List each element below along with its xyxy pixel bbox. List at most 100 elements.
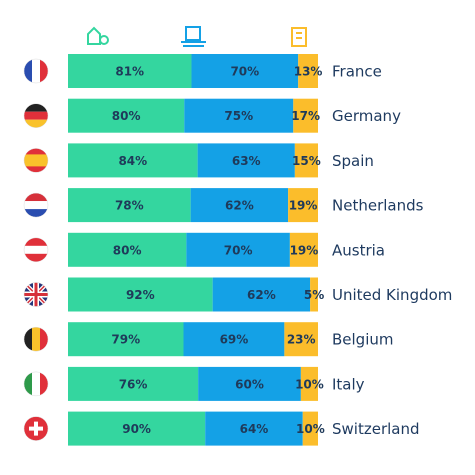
bar-segment — [186, 232, 290, 267]
building-icon — [291, 27, 307, 47]
flag-part — [24, 327, 32, 352]
bar-segment — [197, 143, 295, 178]
flag — [24, 193, 48, 218]
flag-part — [24, 209, 48, 218]
flag-part — [32, 371, 40, 396]
bar-segment — [294, 143, 318, 178]
flag-part — [32, 59, 40, 83]
value-label: 70% — [230, 65, 259, 79]
bar-segment — [68, 98, 185, 133]
country-label: Austria — [332, 241, 385, 259]
bar-segment — [198, 366, 301, 401]
value-label: 90% — [122, 422, 151, 436]
value-label: 63% — [232, 154, 261, 168]
bar-segment — [68, 277, 213, 312]
value-label: 81% — [115, 65, 144, 79]
flag-outline — [23, 237, 49, 263]
flag — [24, 371, 48, 396]
flag-part — [24, 103, 48, 112]
country-label: Germany — [332, 107, 401, 125]
flag-part — [29, 426, 43, 431]
value-label: 75% — [224, 109, 253, 123]
flag-part — [24, 282, 48, 307]
bar-segment — [302, 411, 318, 446]
flag-part — [24, 371, 32, 396]
country-label: Belgium — [332, 331, 394, 349]
bar-segment — [300, 366, 318, 401]
flag-part — [32, 327, 40, 352]
flag-outline — [23, 416, 49, 441]
bar-segment — [205, 411, 303, 446]
flag — [24, 237, 48, 262]
value-label: 13% — [294, 65, 323, 79]
flag — [24, 59, 48, 83]
country-label: Spain — [332, 152, 374, 170]
value-label: 19% — [290, 243, 319, 257]
bar-segment — [293, 98, 318, 133]
value-label: 69% — [220, 333, 249, 347]
header-icons — [87, 26, 307, 47]
value-label: 10% — [295, 377, 324, 391]
value-label: 15% — [292, 154, 321, 168]
value-label: 5% — [304, 288, 324, 302]
energy-icon — [87, 26, 109, 45]
bar-segment — [68, 322, 184, 357]
bar-segment — [68, 54, 192, 88]
flag-part — [24, 201, 48, 210]
bar-segment — [68, 143, 198, 178]
value-label: 60% — [235, 377, 264, 391]
flag-part — [24, 245, 48, 254]
value-label: 17% — [291, 109, 320, 123]
bar-segment — [284, 322, 318, 357]
bar-segment — [183, 322, 285, 357]
value-label: 76% — [119, 377, 148, 391]
flag-part — [40, 59, 48, 83]
country-label: France — [332, 63, 382, 81]
bar-segment — [68, 411, 206, 446]
bar-segment — [191, 54, 299, 88]
bar-segment — [68, 188, 191, 223]
value-label: 10% — [296, 422, 325, 436]
flag-outline — [23, 192, 49, 218]
flag — [24, 103, 48, 128]
flag-part — [40, 371, 48, 396]
country-label: Netherlands — [332, 197, 424, 215]
flag — [24, 416, 48, 441]
flag-part — [24, 111, 48, 120]
flag-outline — [23, 371, 49, 397]
country-label: Italy — [332, 375, 365, 393]
value-label: 92% — [126, 288, 155, 302]
bar-segment — [184, 98, 294, 133]
bar-segment — [289, 232, 318, 267]
value-label: 70% — [224, 243, 253, 257]
flag — [24, 148, 48, 173]
country-label: United Kingdom — [332, 286, 452, 304]
value-label: 79% — [111, 333, 140, 347]
flag-part — [24, 119, 48, 128]
flag-outline — [23, 326, 49, 352]
value-label: 19% — [289, 199, 318, 213]
flag — [24, 282, 48, 307]
value-label: 84% — [118, 154, 147, 168]
bar-segment — [68, 366, 199, 401]
flag-part — [24, 59, 32, 83]
country-label: Switzerland — [332, 420, 420, 438]
flag-outline — [23, 148, 49, 173]
value-label: 23% — [287, 333, 316, 347]
bar-segment — [288, 188, 318, 223]
flag-outline — [23, 103, 49, 128]
value-label: 62% — [225, 199, 254, 213]
flag — [24, 327, 48, 352]
value-label: 78% — [115, 199, 144, 213]
bar-segment — [310, 277, 318, 312]
flag-part — [24, 193, 48, 202]
value-label: 64% — [240, 422, 269, 436]
flag-outline — [23, 58, 49, 84]
flag-part — [24, 154, 48, 167]
office-icon — [181, 26, 206, 47]
bar-segment — [212, 277, 311, 312]
flag-part — [40, 327, 48, 352]
flag-outline — [23, 282, 49, 307]
bar-segment — [190, 188, 289, 223]
